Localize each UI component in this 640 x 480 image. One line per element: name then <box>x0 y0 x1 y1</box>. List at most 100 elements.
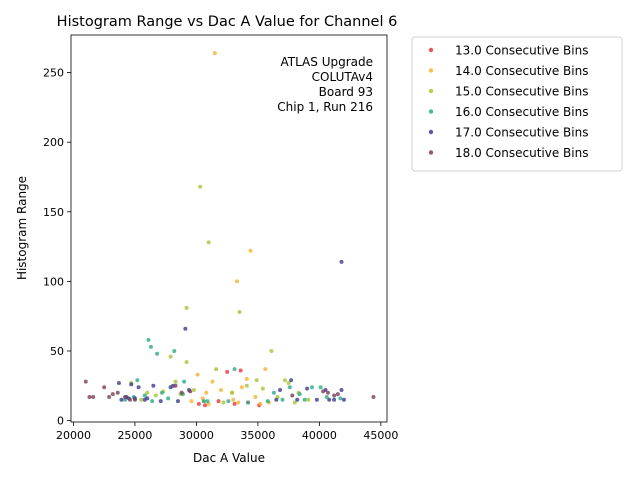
y-tick-label: 50 <box>50 345 64 358</box>
data-point <box>210 379 215 384</box>
data-point <box>91 394 96 399</box>
data-point <box>371 394 376 399</box>
data-point <box>115 390 120 395</box>
data-point <box>339 259 344 264</box>
annotation-line: Board 93 <box>319 85 373 99</box>
data-point <box>237 310 242 315</box>
data-point <box>83 379 88 384</box>
data-point <box>305 386 310 391</box>
y-tick-label: 200 <box>43 136 64 149</box>
legend-marker <box>428 150 434 155</box>
data-point <box>107 394 112 399</box>
data-point <box>238 368 243 373</box>
data-point <box>225 369 230 374</box>
data-point <box>239 385 244 390</box>
data-point <box>179 390 184 395</box>
data-point <box>183 326 188 331</box>
data-point <box>269 349 274 354</box>
data-point <box>188 389 193 394</box>
data-point <box>286 381 291 386</box>
data-point <box>151 383 156 388</box>
data-point <box>166 396 171 401</box>
x-axis-label: Dac A Value <box>193 451 265 465</box>
data-point <box>196 401 201 406</box>
data-point <box>204 390 209 395</box>
data-point <box>123 394 128 399</box>
data-point <box>168 354 173 359</box>
data-point <box>290 393 295 398</box>
data-point <box>318 385 323 390</box>
data-point <box>232 367 237 372</box>
data-point <box>260 386 265 391</box>
data-point <box>102 385 107 390</box>
data-point <box>295 397 300 402</box>
data-point <box>302 397 307 402</box>
data-point <box>263 367 268 372</box>
data-point <box>236 400 241 405</box>
data-point <box>327 397 332 402</box>
legend: 13.0 Consecutive Bins 14.0 Consecutive Bi… <box>411 36 623 172</box>
data-point <box>271 390 276 395</box>
data-point <box>246 400 251 405</box>
annotation: ATLAS Upgrade COLUTAv4 Board 93 Chip 1, … <box>277 55 373 114</box>
legend-label: 18.0 Consecutive Bins <box>455 146 588 160</box>
x-tick-label: 25000 <box>117 429 152 442</box>
data-point <box>129 382 134 387</box>
data-point <box>289 378 294 383</box>
x-tick-label: 40000 <box>302 429 337 442</box>
x-tick-label: 35000 <box>240 429 275 442</box>
data-point <box>182 379 187 384</box>
data-point <box>297 392 302 397</box>
data-point <box>306 397 311 402</box>
legend-marker <box>428 129 434 135</box>
data-point <box>173 383 178 388</box>
data-point <box>173 379 178 384</box>
data-point <box>324 394 329 399</box>
legend-label: 15.0 Consecutive Bins <box>455 85 588 99</box>
data-point <box>139 397 144 402</box>
legend-label: 16.0 Consecutive Bins <box>455 105 588 119</box>
legend-items: 13.0 Consecutive Bins 14.0 Consecutive Bi… <box>428 44 588 160</box>
data-point <box>292 400 297 405</box>
y-tick-label: 0 <box>57 415 64 428</box>
data-point <box>282 378 287 383</box>
data-point <box>153 393 158 398</box>
data-point <box>287 385 292 390</box>
x-tick-label: 45000 <box>363 429 398 442</box>
data-point <box>244 376 249 381</box>
legend-label: 13.0 Consecutive Bins <box>455 44 588 58</box>
data-point <box>159 390 164 395</box>
data-point <box>146 337 151 342</box>
data-point <box>198 184 203 189</box>
y-tick-label: 250 <box>43 67 64 80</box>
plot-area <box>71 35 387 422</box>
data-points <box>83 51 376 408</box>
data-point <box>142 393 147 398</box>
annotation-line: Chip 1, Run 216 <box>277 100 373 114</box>
data-point <box>321 389 326 394</box>
data-point <box>212 51 217 56</box>
data-point <box>248 248 253 253</box>
data-point <box>244 383 249 388</box>
data-point <box>184 360 189 365</box>
x-axis-ticks: 20000 25000 30000 35000 40000 45000 <box>56 422 398 442</box>
data-point <box>339 387 344 392</box>
data-point <box>332 397 337 402</box>
data-point <box>184 305 189 310</box>
data-point <box>335 392 340 397</box>
data-point <box>278 387 283 392</box>
data-point <box>314 397 319 402</box>
data-point <box>116 381 121 386</box>
x-tick-label: 20000 <box>56 429 91 442</box>
data-point <box>119 397 124 402</box>
data-point <box>135 378 140 383</box>
data-point <box>205 399 210 404</box>
data-point <box>136 385 141 390</box>
data-point <box>258 401 263 406</box>
legend-marker <box>428 47 434 53</box>
data-point <box>216 399 221 404</box>
data-point <box>191 387 196 392</box>
data-point <box>145 390 150 395</box>
data-point <box>280 397 285 402</box>
